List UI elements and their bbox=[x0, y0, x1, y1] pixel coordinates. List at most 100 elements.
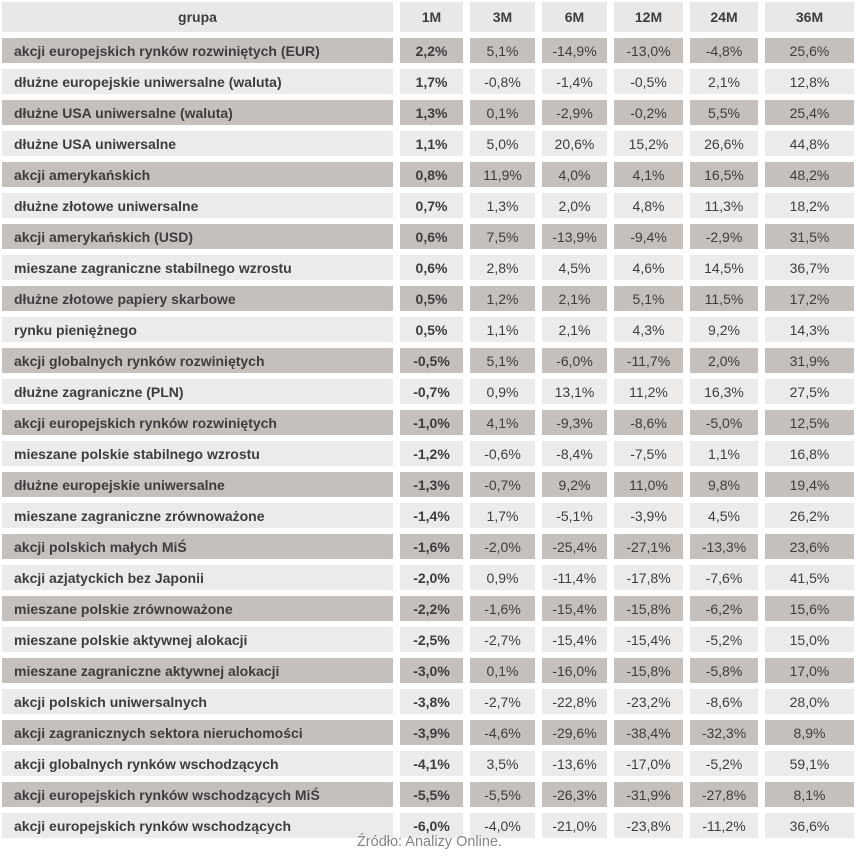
value-cell: 16,3% bbox=[690, 379, 758, 404]
value-cell: 2,1% bbox=[542, 317, 607, 342]
column-header-12m: 12M bbox=[614, 2, 683, 32]
value-cell: 44,8% bbox=[765, 131, 854, 156]
value-cell: 16,8% bbox=[765, 441, 854, 466]
group-cell: mieszane zagraniczne zrównoważone bbox=[2, 503, 393, 528]
group-cell: dłużne europejskie uniwersalne (waluta) bbox=[2, 69, 393, 94]
group-cell: mieszane polskie aktywnej alokacji bbox=[2, 627, 393, 652]
value-cell: 11,5% bbox=[690, 286, 758, 311]
value-cell: -13,3% bbox=[690, 534, 758, 559]
column-header-36m: 36M bbox=[765, 2, 854, 32]
column-header-24m: 24M bbox=[690, 2, 758, 32]
value-cell: -3,8% bbox=[400, 689, 463, 714]
group-cell: dłużne złotowe papiery skarbowe bbox=[2, 286, 393, 311]
value-cell: 9,2% bbox=[542, 472, 607, 497]
value-cell: -1,6% bbox=[470, 596, 535, 621]
value-cell: 0,8% bbox=[400, 162, 463, 187]
value-cell: 31,9% bbox=[765, 348, 854, 373]
value-cell: -5,8% bbox=[690, 658, 758, 683]
value-cell: 5,1% bbox=[470, 38, 535, 63]
value-cell: 25,6% bbox=[765, 38, 854, 63]
value-cell: -22,8% bbox=[542, 689, 607, 714]
table-row: mieszane zagraniczne stabilnego wzrostu 0… bbox=[2, 255, 854, 280]
group-cell: mieszane polskie stabilnego wzrostu bbox=[2, 441, 393, 466]
value-cell: 2,8% bbox=[470, 255, 535, 280]
value-cell: 11,0% bbox=[614, 472, 683, 497]
value-cell: -29,6% bbox=[542, 720, 607, 745]
group-cell: dłużne USA uniwersalne bbox=[2, 131, 393, 156]
value-cell: 36,7% bbox=[765, 255, 854, 280]
value-cell: -16,0% bbox=[542, 658, 607, 683]
group-cell: akcji polskich małych MiŚ bbox=[2, 534, 393, 559]
table-row: akcji europejskich rynków wschodzących M… bbox=[2, 782, 854, 807]
value-cell: -1,0% bbox=[400, 410, 463, 435]
value-cell: -0,6% bbox=[470, 441, 535, 466]
table-row: mieszane polskie aktywnej alokacji -2,5% -… bbox=[2, 627, 854, 652]
table-row: akcji azjatyckich bez Japonii -2,0% 0,9% -1… bbox=[2, 565, 854, 590]
value-cell: -6,0% bbox=[400, 813, 463, 838]
value-cell: -13,6% bbox=[542, 751, 607, 776]
value-cell: -27,1% bbox=[614, 534, 683, 559]
value-cell: 36,6% bbox=[765, 813, 854, 838]
group-cell: mieszane polskie zrównoważone bbox=[2, 596, 393, 621]
group-cell: akcji azjatyckich bez Japonii bbox=[2, 565, 393, 590]
value-cell: 0,9% bbox=[470, 379, 535, 404]
table-row: akcji europejskich rynków rozwiniętych (… bbox=[2, 38, 854, 63]
value-cell: 59,1% bbox=[765, 751, 854, 776]
column-header-3m: 3M bbox=[470, 2, 535, 32]
value-cell: -6,0% bbox=[542, 348, 607, 373]
value-cell: 1,1% bbox=[690, 441, 758, 466]
value-cell: -8,6% bbox=[614, 410, 683, 435]
value-cell: -9,4% bbox=[614, 224, 683, 249]
value-cell: -2,7% bbox=[470, 689, 535, 714]
group-cell: akcji europejskich rynków rozwiniętych (… bbox=[2, 38, 393, 63]
value-cell: 4,8% bbox=[614, 193, 683, 218]
value-cell: 9,2% bbox=[690, 317, 758, 342]
value-cell: -15,8% bbox=[614, 658, 683, 683]
group-cell: akcji europejskich rynków wschodzących bbox=[2, 813, 393, 838]
value-cell: 26,2% bbox=[765, 503, 854, 528]
value-cell: -13,0% bbox=[614, 38, 683, 63]
value-cell: 17,0% bbox=[765, 658, 854, 683]
value-cell: 2,1% bbox=[542, 286, 607, 311]
value-cell: -14,9% bbox=[542, 38, 607, 63]
value-cell: 15,6% bbox=[765, 596, 854, 621]
value-cell: 25,4% bbox=[765, 100, 854, 125]
value-cell: 2,1% bbox=[690, 69, 758, 94]
group-cell: akcji europejskich rynków wschodzących M… bbox=[2, 782, 393, 807]
column-header-6m: 6M bbox=[542, 2, 607, 32]
column-header-grupa: grupa bbox=[2, 2, 393, 32]
value-cell: -7,6% bbox=[690, 565, 758, 590]
value-cell: -25,4% bbox=[542, 534, 607, 559]
value-cell: -23,2% bbox=[614, 689, 683, 714]
value-cell: -4,6% bbox=[470, 720, 535, 745]
table-row: akcji zagranicznych sektora nieruchomośc… bbox=[2, 720, 854, 745]
value-cell: 17,2% bbox=[765, 286, 854, 311]
value-cell: -4,8% bbox=[690, 38, 758, 63]
table-row: mieszane zagraniczne aktywnej alokacji -3… bbox=[2, 658, 854, 683]
value-cell: 0,9% bbox=[470, 565, 535, 590]
value-cell: 20,6% bbox=[542, 131, 607, 156]
value-cell: 11,3% bbox=[690, 193, 758, 218]
value-cell: -5,2% bbox=[690, 627, 758, 652]
group-cell: akcji amerykańskich bbox=[2, 162, 393, 187]
value-cell: 16,5% bbox=[690, 162, 758, 187]
value-cell: 4,1% bbox=[470, 410, 535, 435]
table-row: akcji europejskich rynków wschodzących -6… bbox=[2, 813, 854, 838]
value-cell: -15,4% bbox=[614, 627, 683, 652]
value-cell: 28,0% bbox=[765, 689, 854, 714]
group-cell: dłużne USA uniwersalne (waluta) bbox=[2, 100, 393, 125]
value-cell: -3,9% bbox=[614, 503, 683, 528]
value-cell: -32,3% bbox=[690, 720, 758, 745]
value-cell: -0,7% bbox=[470, 472, 535, 497]
value-cell: 15,0% bbox=[765, 627, 854, 652]
value-cell: 1,1% bbox=[470, 317, 535, 342]
value-cell: -0,5% bbox=[614, 69, 683, 94]
value-cell: -5,0% bbox=[690, 410, 758, 435]
value-cell: 0,1% bbox=[470, 658, 535, 683]
value-cell: 3,5% bbox=[470, 751, 535, 776]
value-cell: 31,5% bbox=[765, 224, 854, 249]
value-cell: -3,9% bbox=[400, 720, 463, 745]
value-cell: 5,0% bbox=[470, 131, 535, 156]
table-body: akcji europejskich rynków rozwiniętych (… bbox=[2, 38, 854, 838]
